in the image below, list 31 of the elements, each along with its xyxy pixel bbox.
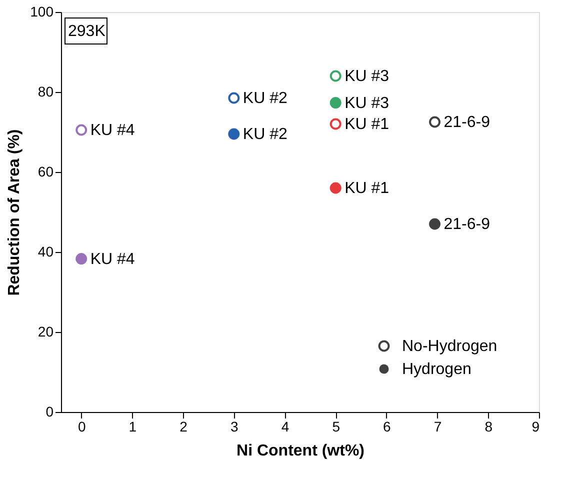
- annotation: KU #4: [90, 250, 135, 268]
- x-tick-label: 6: [383, 418, 392, 434]
- x-axis-title: Ni Content (wt%): [236, 442, 364, 460]
- annotation: KU #4: [90, 122, 135, 139]
- y-tick-label: 40: [38, 244, 54, 260]
- legend-label: Hydrogen: [402, 361, 472, 378]
- x-tick-label: 9: [532, 418, 540, 434]
- y-tick-label: 100: [30, 4, 54, 20]
- y-tick-label: 60: [38, 164, 54, 180]
- y-axis-title: Reduction of Area (%): [6, 129, 24, 296]
- x-tick-label: 3: [230, 418, 238, 434]
- annotation: KU #1: [344, 116, 390, 133]
- x-tick-label: 2: [180, 418, 188, 434]
- x-tick-label: 1: [128, 418, 137, 434]
- x-tick-label: 5: [332, 418, 340, 434]
- x-tick-label: 7: [434, 418, 442, 434]
- x-tick-label: 4: [281, 418, 290, 434]
- y-tick-label: 80: [38, 84, 54, 100]
- annotation: 293K: [68, 23, 106, 40]
- y-tick-label: 0: [46, 404, 54, 420]
- x-tick-label: 8: [484, 418, 493, 434]
- annotation: KU #3: [344, 68, 390, 85]
- annotation: KU #2: [242, 126, 288, 143]
- annotation: KU #3: [344, 94, 390, 112]
- annotation: KU #1: [344, 180, 390, 197]
- y-tick-label: 20: [38, 324, 54, 340]
- annotation: 21-6-9: [444, 216, 490, 233]
- annotation: 21-6-9: [444, 114, 490, 131]
- annotation: KU #2: [242, 90, 288, 107]
- x-tick-label: 0: [78, 418, 86, 434]
- legend-label: No-Hydrogen: [402, 338, 498, 355]
